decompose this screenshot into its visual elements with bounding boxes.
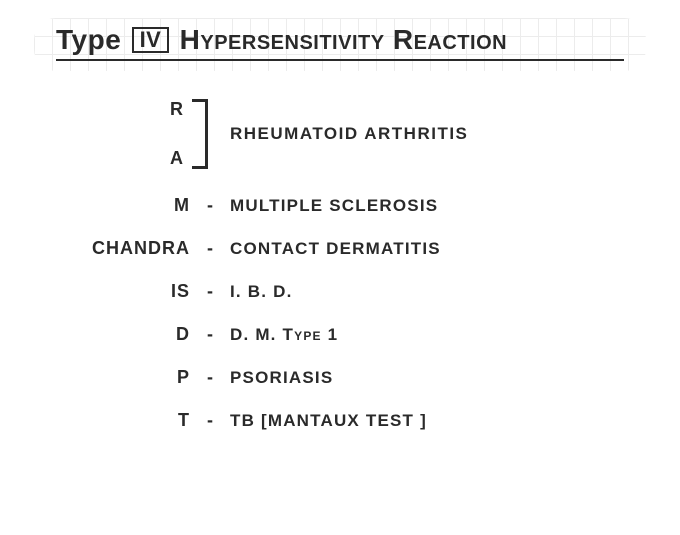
bracket-group-ra: R A RHEUMATOID ARTHRITIS xyxy=(120,99,650,169)
bracket-icon xyxy=(192,99,208,169)
definition-contact-dermatitis: CONTACT DERMATITIS xyxy=(230,239,441,259)
mnemonic-p: P xyxy=(120,367,190,388)
list-row: T - TB [MANTAUX TEST ] xyxy=(120,410,650,431)
mnemonic-list: R A RHEUMATOID ARTHRITIS M - MULTIPLE SC… xyxy=(30,99,650,431)
list-row: P - PSORIASIS xyxy=(120,367,650,388)
list-row: D - D. M. Type 1 xyxy=(120,324,650,345)
dash-separator: - xyxy=(190,324,230,345)
dash-separator: - xyxy=(190,195,230,216)
list-row: CHANDRA - CONTACT DERMATITIS xyxy=(120,238,650,259)
mnemonic-r: R xyxy=(170,99,184,120)
title-roman-numeral: IV xyxy=(132,27,170,53)
dash-separator: - xyxy=(190,410,230,431)
definition-psoriasis: PSORIASIS xyxy=(230,368,333,388)
mnemonic-d: D xyxy=(120,324,190,345)
dash-separator: - xyxy=(190,367,230,388)
definition-tb-mantaux: TB [MANTAUX TEST ] xyxy=(230,411,427,431)
title-word-reaction: Reaction xyxy=(393,24,507,56)
bracket-mnemonics: R A xyxy=(120,99,190,169)
list-row: M - MULTIPLE SCLEROSIS xyxy=(120,195,650,216)
mnemonic-chandra: CHANDRA xyxy=(80,238,190,259)
mnemonic-t: T xyxy=(120,410,190,431)
title-container: Type IV Hypersensitivity Reaction xyxy=(34,18,646,71)
dash-separator: - xyxy=(190,238,230,259)
dash-separator: - xyxy=(190,281,230,302)
definition-multiple-sclerosis: MULTIPLE SCLEROSIS xyxy=(230,196,438,216)
page-title: Type IV Hypersensitivity Reaction xyxy=(56,24,624,61)
title-word-type: Type xyxy=(56,24,121,56)
mnemonic-m: M xyxy=(120,195,190,216)
title-word-hypersensitivity: Hypersensitivity xyxy=(180,24,385,56)
list-row: IS - I. B. D. xyxy=(120,281,650,302)
mnemonic-is: IS xyxy=(120,281,190,302)
definition-dm-type1: D. M. Type 1 xyxy=(230,325,338,345)
definition-ibd: I. B. D. xyxy=(230,282,293,302)
mnemonic-a: A xyxy=(170,148,184,169)
definition-rheumatoid-arthritis: RHEUMATOID ARTHRITIS xyxy=(230,124,468,144)
